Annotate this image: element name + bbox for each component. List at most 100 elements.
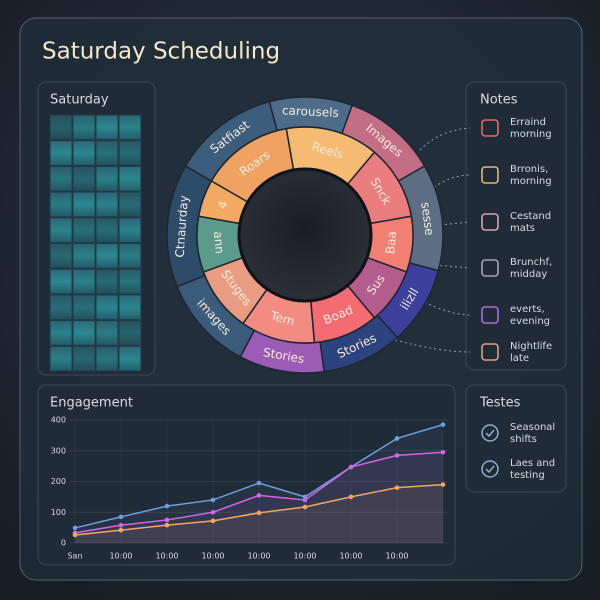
heat-cell [49,114,73,141]
heat-cell [118,243,142,269]
heatmap-grid [49,114,142,372]
item-icon [481,424,499,442]
heat-cell [118,140,142,166]
item-text: everts, [510,304,545,315]
notes-panel [465,81,567,371]
heat-cell [49,217,73,244]
heat-cell [49,140,73,166]
data-point [302,504,308,510]
heat-cell [95,191,119,218]
icon-shape [481,343,499,361]
heat-cell [95,165,119,192]
data-point [118,514,124,520]
data-point [164,522,170,528]
heat-cell [72,268,96,295]
data-point [256,480,262,486]
data-point [210,497,216,503]
y-tick-label: 100 [51,508,66,517]
item-text: Seasonal [510,422,555,433]
data-point [302,497,308,503]
inner-label: Tem [268,308,296,328]
x-tick-label: 10:00 [109,552,132,561]
connector [434,264,471,269]
item-text: Nightlife [510,341,552,352]
heat-cell [95,217,119,244]
item-text: shifts [510,434,537,445]
item-icon [481,166,499,184]
item-text: mats [510,223,535,234]
inner-label: Baa [383,230,399,254]
heat-cell [49,320,73,346]
heat-cell [72,243,96,269]
y-tick-label: 0 [61,539,66,548]
item-text: testing [510,470,545,481]
tests-title: Testes [479,396,521,411]
item-text: Erraind [510,117,546,128]
data-point [256,510,262,516]
connector [419,127,471,151]
data-point [72,532,78,538]
item-text: Brunchf, [510,257,552,268]
item-text: Laes and [510,458,555,469]
heat-cell [49,191,73,218]
heat-cell [49,294,73,321]
page-title: Saturday Scheduling [42,39,280,65]
data-point [348,494,354,500]
heat-cell [72,294,96,321]
icon-shape [481,460,499,478]
heat-cell [118,294,142,321]
data-point [440,482,446,487]
chart-title: Engagement [50,396,133,411]
wheel: carouselsImagessesseilizllStoriesStories… [166,96,444,374]
icon-shape [481,119,499,137]
data-point [394,485,400,490]
heat-cell [72,217,96,244]
wheel-hole [237,167,373,303]
y-tick-label: 200 [51,477,66,486]
heat-cell [118,345,142,372]
heat-cell [95,243,119,269]
icon-shape [485,429,495,438]
connector [429,174,471,191]
item-text: midday [510,269,547,280]
connector [439,221,471,226]
connector [394,339,471,353]
notes-title: Notes [480,93,518,108]
heat-cell [72,114,96,141]
heat-cell [95,345,119,372]
heat-cell [49,243,73,269]
heat-cell [95,320,119,346]
heat-cell [95,114,119,141]
item-icon [481,460,499,478]
item-text: morning [510,176,552,187]
data-point [440,449,446,455]
item-icon [481,259,499,277]
icon-shape [481,213,499,231]
data-point [210,509,216,515]
heat-cell [118,217,142,244]
heat-cell [49,268,73,295]
tests-panel [465,384,567,493]
x-tick-label: 10:00 [247,552,270,561]
heat-cell [118,114,142,141]
item-icon [481,343,499,361]
x-tick-label: 10:00 [339,552,362,561]
heat-cell [95,294,119,321]
heat-cell [49,165,73,192]
data-point [256,493,262,498]
outer-label: sesse [418,201,436,236]
data-point [348,464,354,470]
item-text: morning [510,129,552,140]
heat-cell [72,345,96,372]
icon-shape [485,465,495,474]
data-point [164,517,170,523]
x-tick-label: 10:00 [293,552,316,561]
data-point [118,527,124,533]
item-icon [481,119,499,137]
outer-label: Ctnaurday [173,195,191,258]
y-tick-label: 400 [51,416,66,425]
data-point [210,518,216,524]
icon-shape [481,424,499,442]
item-icon [481,213,499,231]
item-text: evening [510,316,550,327]
